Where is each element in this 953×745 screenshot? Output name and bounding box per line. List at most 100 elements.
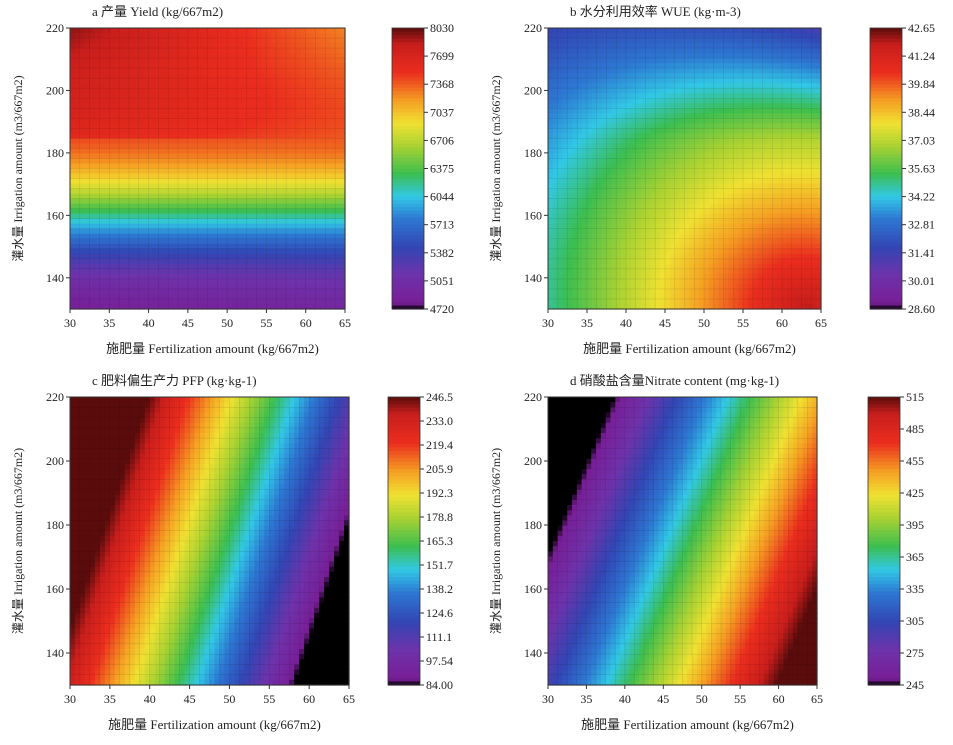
heatmap-cell [217, 209, 223, 215]
colorbar-segment [392, 291, 424, 295]
heatmap-cell [70, 28, 76, 34]
x-tick-label: 45 [182, 316, 194, 330]
heatmap-cell [158, 98, 164, 104]
heatmap-cell [99, 189, 105, 195]
heatmap-cell [276, 239, 282, 245]
heatmap-cell [149, 209, 155, 215]
heatmap-cell [558, 299, 563, 305]
heatmap-cell [577, 58, 582, 64]
heatmap-cell [335, 88, 341, 94]
heatmap-cell [266, 88, 272, 94]
heatmap-cell [548, 299, 553, 305]
heatmap-cell [129, 58, 135, 64]
heatmap-cell [217, 138, 223, 144]
heatmap-cell [646, 259, 651, 265]
heatmap-cell [296, 58, 302, 64]
heatmap-cell [139, 199, 145, 205]
heatmap-cell [558, 249, 563, 255]
heatmap-cell [306, 269, 312, 275]
heatmap-cell [149, 128, 155, 134]
heatmap-cell [90, 289, 96, 295]
heatmap-cell [296, 128, 302, 134]
heatmap-cell [168, 289, 174, 295]
heatmap-cell [149, 108, 155, 114]
heatmap-cell [168, 58, 174, 64]
heatmap-cell [208, 108, 214, 114]
heatmap-cell [208, 179, 214, 185]
heatmap-cell [247, 299, 253, 305]
colorbar-segment [392, 232, 424, 236]
heatmap-cell [296, 239, 302, 245]
heatmap-cell [587, 58, 592, 64]
heatmap-cell [99, 128, 105, 134]
heatmap-cell [316, 259, 322, 265]
heatmap-cell [109, 219, 115, 225]
heatmap-cell [168, 259, 174, 265]
heatmap-cell [597, 48, 602, 54]
heatmap-cell [119, 199, 125, 205]
heatmap-cell [198, 68, 204, 74]
heatmap-cell [139, 138, 145, 144]
heatmap-cell [257, 219, 263, 225]
heatmap-cell [607, 158, 612, 164]
heatmap-cell [636, 118, 641, 124]
heatmap-cell [139, 148, 145, 154]
heatmap-cell [646, 138, 651, 144]
heatmap-cell [158, 219, 164, 225]
heatmap-cell [70, 259, 76, 265]
heatmap-cell [237, 169, 243, 175]
heatmap-cell [286, 199, 292, 205]
heatmap-cell [119, 269, 125, 275]
heatmap-cell [548, 189, 553, 195]
heatmap-cell [626, 158, 631, 164]
heatmap-cell [70, 38, 76, 44]
heatmap-cell [149, 299, 155, 305]
heatmap-cell [168, 179, 174, 185]
heatmap-cell [149, 138, 155, 144]
heatmap-cell [247, 88, 253, 94]
heatmap-cell [568, 299, 573, 305]
heatmap-cell [636, 269, 641, 275]
heatmap-cell [665, 269, 670, 275]
heatmap-cell [188, 138, 194, 144]
heatmap-cell [70, 169, 76, 175]
heatmap-cell [316, 199, 322, 205]
heatmap-cell [597, 189, 602, 195]
heatmap-cell [665, 68, 670, 74]
heatmap-cell [568, 269, 573, 275]
heatmap-cell [316, 169, 322, 175]
heatmap-cell [90, 239, 96, 245]
colorbar-segment [392, 165, 424, 169]
heatmap-cell [198, 108, 204, 114]
heatmap-cell [227, 209, 233, 215]
heatmap-cell [168, 148, 174, 154]
heatmap-cell [325, 68, 331, 74]
heatmap-cell [109, 199, 115, 205]
heatmap-cell [685, 209, 690, 215]
heatmap-cell [198, 78, 204, 84]
heatmap-cell [548, 249, 553, 255]
heatmap-cell [217, 48, 223, 54]
heatmap-cell [548, 158, 553, 164]
heatmap-cell [276, 179, 282, 185]
heatmap-cell [266, 289, 272, 295]
heatmap-cell [266, 68, 272, 74]
heatmap-cell [286, 138, 292, 144]
heatmap-cell [227, 108, 233, 114]
heatmap-cell [568, 58, 573, 64]
heatmap-cell [616, 98, 621, 104]
heatmap-cell [80, 259, 86, 265]
heatmap-cell [158, 28, 164, 34]
heatmap-cell [109, 68, 115, 74]
heatmap-cell [626, 38, 631, 44]
heatmap-cell [286, 179, 292, 185]
heatmap-cell [237, 108, 243, 114]
heatmap-cell [276, 269, 282, 275]
heatmap-cell [217, 118, 223, 124]
heatmap-cell [129, 199, 135, 205]
colorbar-segment [392, 126, 424, 130]
heatmap-cell [188, 108, 194, 114]
heatmap-cell [558, 98, 563, 104]
heatmap-cell [636, 289, 641, 295]
heatmap-cell [646, 229, 651, 235]
